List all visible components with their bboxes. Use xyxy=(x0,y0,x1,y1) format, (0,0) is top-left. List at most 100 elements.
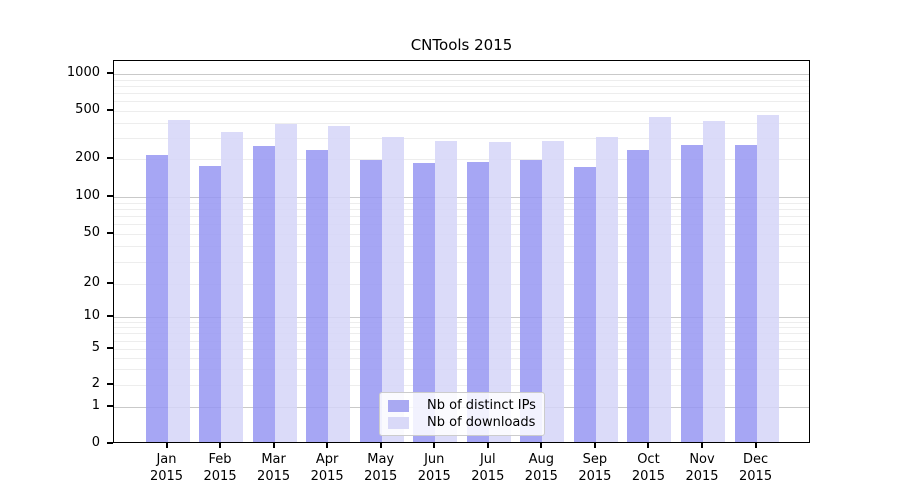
gridline-minor xyxy=(114,208,809,210)
y-tick-label: 20 xyxy=(83,275,100,290)
gridline-minor xyxy=(114,159,809,160)
x-tick-mark xyxy=(540,443,543,448)
bar-downloads-jan xyxy=(167,120,190,442)
x-tick-mark xyxy=(701,443,703,448)
bar-ips-jul xyxy=(466,161,489,442)
y-tick-mark xyxy=(107,157,113,159)
bar-ips-feb xyxy=(199,165,222,442)
gridline-minor xyxy=(114,327,809,329)
gridline-minor xyxy=(114,321,809,323)
gridline-minor xyxy=(114,234,809,235)
x-tick-mark xyxy=(272,443,275,448)
gridline-minor xyxy=(114,224,809,226)
bar-downloads-sep xyxy=(595,137,618,442)
x-tick-label: Feb 2015 xyxy=(203,452,237,484)
legend-entry-downloads: Nb of downloads xyxy=(386,414,538,431)
gridline-minor xyxy=(114,349,809,350)
y-tick-label: 50 xyxy=(83,225,100,240)
gridline-minor xyxy=(114,85,809,87)
x-tick-mark xyxy=(647,443,650,448)
x-tick-label: May 2015 xyxy=(364,452,398,484)
x-tick-mark xyxy=(326,443,329,448)
gridline-minor xyxy=(114,79,809,81)
y-tick-mark xyxy=(107,72,113,74)
y-tick-label: 1 xyxy=(91,398,100,413)
gridline-minor xyxy=(114,216,809,218)
gridline-minor xyxy=(114,137,809,139)
bar-downloads-may xyxy=(381,137,404,442)
gridline-major xyxy=(114,197,809,198)
x-tick-label: Mar 2015 xyxy=(257,452,291,484)
y-tick-mark xyxy=(107,195,113,197)
plot-area xyxy=(113,60,810,443)
bar-downloads-apr xyxy=(328,125,351,442)
gridline-minor xyxy=(114,202,809,204)
gridline-minor xyxy=(114,111,809,112)
bar-ips-jun xyxy=(413,162,436,442)
bar-ips-dec xyxy=(734,145,757,442)
x-tick-label: Nov 2015 xyxy=(685,452,719,484)
bar-downloads-oct xyxy=(649,116,672,442)
y-tick-mark xyxy=(107,347,113,349)
bar-downloads-mar xyxy=(274,123,297,442)
bar-ips-nov xyxy=(681,145,703,442)
y-tick-label: 10 xyxy=(83,308,100,323)
x-tick-label: Sep 2015 xyxy=(578,452,612,484)
chart-title: CNTools 2015 xyxy=(410,36,513,54)
x-tick-mark xyxy=(433,443,436,448)
gridline-minor xyxy=(114,357,809,359)
x-tick-mark xyxy=(219,443,222,448)
bar-ips-sep xyxy=(573,166,596,442)
y-tick-mark xyxy=(107,282,113,284)
bar-downloads-jun xyxy=(435,140,458,442)
x-tick-label: Apr 2015 xyxy=(310,452,344,484)
x-tick-mark xyxy=(593,443,596,448)
x-tick-mark xyxy=(379,443,382,448)
legend-label-distinct-ips: Nb of distinct IPs xyxy=(427,398,536,413)
y-tick-mark xyxy=(107,232,113,234)
gridline-minor xyxy=(114,101,809,103)
x-tick-mark xyxy=(754,443,757,448)
legend-swatch-distinct-ips xyxy=(388,399,409,412)
x-tick-label: Oct 2015 xyxy=(631,452,665,484)
y-tick-mark xyxy=(107,442,113,444)
gridline-minor xyxy=(114,369,809,371)
bar-downloads-jul xyxy=(488,141,511,442)
x-tick-mark xyxy=(165,443,168,448)
y-tick-label: 0 xyxy=(91,435,100,450)
bar-ips-oct xyxy=(627,149,650,442)
y-tick-label: 5 xyxy=(91,340,100,355)
gridline-major xyxy=(114,74,809,75)
gridline-minor xyxy=(114,93,809,95)
y-tick-label: 200 xyxy=(75,150,100,165)
gridline-minor xyxy=(114,333,809,335)
y-tick-mark xyxy=(107,405,113,407)
legend-label-downloads: Nb of downloads xyxy=(427,415,536,430)
bar-ips-aug xyxy=(520,160,543,442)
gridline-minor xyxy=(114,385,809,386)
x-tick-label: Aug 2015 xyxy=(524,452,558,484)
legend-entry-distinct-ips: Nb of distinct IPs xyxy=(386,397,538,414)
bar-ips-may xyxy=(359,160,382,442)
x-tick-label: Jan 2015 xyxy=(149,452,184,484)
y-tick-label: 500 xyxy=(75,102,100,117)
x-tick-label: Dec 2015 xyxy=(739,452,773,484)
x-tick-mark xyxy=(486,443,489,448)
legend-swatch-downloads xyxy=(388,416,409,429)
x-tick-label: Jul 2015 xyxy=(471,452,505,484)
bar-downloads-dec xyxy=(756,114,779,442)
y-tick-label: 2 xyxy=(91,376,100,391)
y-tick-label: 100 xyxy=(75,188,100,203)
x-tick-label: Jun 2015 xyxy=(417,452,451,484)
y-tick-mark xyxy=(107,109,113,111)
gridline-minor xyxy=(114,284,809,285)
y-tick-mark xyxy=(107,383,113,385)
bar-downloads-aug xyxy=(542,140,565,442)
bar-ips-mar xyxy=(252,146,275,442)
bar-downloads-feb xyxy=(221,132,244,442)
bar-ips-jan xyxy=(145,155,168,442)
bar-downloads-nov xyxy=(703,121,725,442)
gridline-major xyxy=(114,317,809,318)
y-tick-label: 1000 xyxy=(66,65,100,80)
